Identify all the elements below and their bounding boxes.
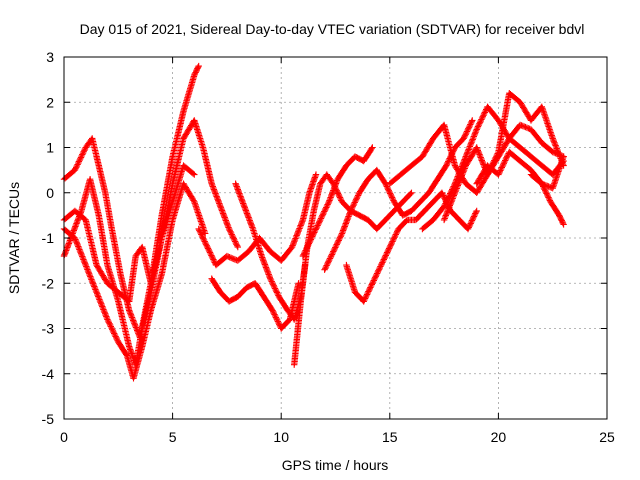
series-markers <box>299 144 376 260</box>
series-sat-p <box>527 153 567 192</box>
series-markers <box>527 153 567 192</box>
y-tick-label: -4 <box>42 366 55 382</box>
y-tick-label: 1 <box>46 140 54 156</box>
y-tick-label: -2 <box>42 275 55 291</box>
series-sat-n <box>440 90 567 224</box>
series-sat-m <box>419 103 567 233</box>
y-tick-label: 3 <box>46 49 54 65</box>
y-tick-label: 0 <box>46 185 54 201</box>
series-markers <box>321 117 476 273</box>
y-tick-label: 2 <box>46 94 54 110</box>
x-tick-label: 20 <box>491 429 507 445</box>
series-markers <box>208 275 302 332</box>
x-tick-label: 5 <box>169 429 177 445</box>
x-tick-label: 10 <box>273 429 289 445</box>
series-markers <box>195 171 320 269</box>
series-markers <box>419 103 567 233</box>
x-axis-label: GPS time / hours <box>282 457 389 473</box>
series-sat-h <box>291 171 415 368</box>
series-sat-k <box>343 189 480 305</box>
x-axis-ticks: 0 5 10 15 20 25 <box>60 57 615 445</box>
series-sat-e <box>195 171 320 269</box>
data-points <box>60 62 567 382</box>
series-markers <box>60 117 241 368</box>
y-axis-ticks: -5 -4 -3 -2 -1 0 1 2 3 <box>42 49 607 427</box>
x-tick-label: 25 <box>599 429 615 445</box>
x-tick-label: 0 <box>60 429 68 445</box>
series-markers <box>291 171 415 368</box>
y-tick-label: -3 <box>42 321 55 337</box>
series-markers <box>343 189 480 305</box>
y-axis-label: SDTVAR / TECUs <box>6 182 22 294</box>
series-markers <box>440 90 567 224</box>
x-tick-label: 15 <box>382 429 398 445</box>
y-tick-label: -1 <box>42 230 55 246</box>
chart-title: Day 015 of 2021, Sidereal Day-to-day VTE… <box>80 21 585 37</box>
series-sat-j <box>321 117 476 273</box>
y-tick-label: -5 <box>42 411 55 427</box>
series-sat-i <box>299 144 376 260</box>
series-sat-f <box>208 275 302 332</box>
series-sat-b <box>60 117 241 368</box>
